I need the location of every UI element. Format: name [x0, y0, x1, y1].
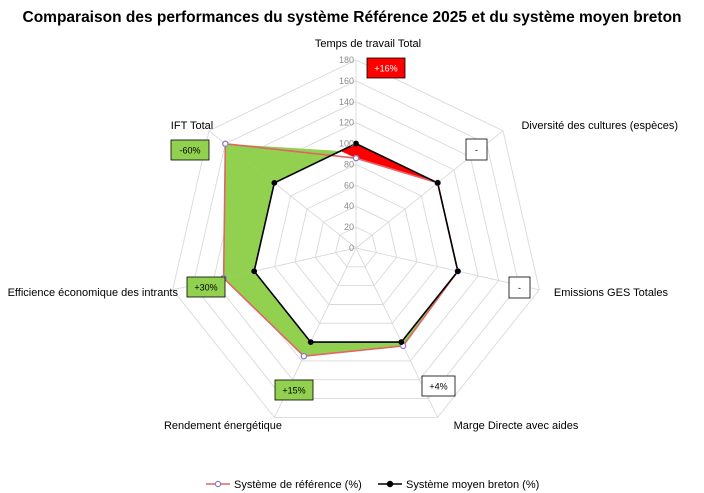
- badge-label: -: [475, 145, 478, 155]
- grid-ring: [294, 184, 418, 305]
- badge-label: +4%: [429, 382, 447, 392]
- tick-label: 100: [339, 139, 354, 149]
- sector-fill: [223, 143, 275, 279]
- sector-fill: [340, 143, 356, 159]
- badge-label: +30%: [194, 283, 217, 293]
- breton-point: [271, 179, 278, 186]
- sector-fill: [223, 271, 311, 357]
- breton-point: [454, 268, 461, 275]
- badge-box: [170, 139, 210, 161]
- breton-point: [307, 339, 314, 346]
- grid-ring: [274, 163, 438, 324]
- axis-label: Temps de travail Total: [315, 38, 421, 50]
- grid-ring: [335, 226, 377, 268]
- tick-label: 160: [339, 76, 354, 86]
- axis-label: Emissions GES Totales: [554, 287, 669, 299]
- axis-label: Diversité des cultures (espèces): [521, 120, 678, 132]
- tick-label: 120: [339, 118, 354, 128]
- axis-label: Rendement énergétique: [164, 420, 282, 432]
- badge-label: +16%: [374, 64, 397, 74]
- axis-label: Marge Directe avec aides: [454, 420, 579, 432]
- tick-label: 0: [349, 243, 354, 253]
- radial-tick-labels: 0 20 40 60 80 100 120 140 160 180: [339, 55, 354, 253]
- legend-label: Système moyen breton (%): [406, 479, 539, 491]
- tick-label: 80: [344, 159, 354, 169]
- series-lines: [220, 140, 462, 360]
- badge-box: [465, 138, 488, 161]
- badge-label: -60%: [179, 146, 200, 156]
- sector-fill: [303, 342, 404, 357]
- axis-label: Efficience économique des intrants: [8, 287, 179, 299]
- badge-box: [421, 375, 456, 397]
- legend: Système de référence (%) Système moyen br…: [206, 479, 539, 491]
- axis-label: IFT Total: [171, 120, 213, 132]
- grid-ring: [192, 80, 520, 400]
- chart-title: Comparaison des performances du système …: [23, 9, 682, 26]
- badge-label: -: [518, 283, 521, 293]
- series-breton-line: [253, 142, 459, 343]
- legend-marker: [386, 480, 394, 488]
- tick-label: 180: [339, 55, 354, 65]
- badge-box: [508, 276, 531, 299]
- axis-labels: Temps de travail Total Diversité des cult…: [8, 38, 678, 432]
- breton-point: [251, 268, 258, 275]
- reference-point: [352, 154, 360, 162]
- badge-box: [186, 276, 226, 298]
- legend-marker: [214, 480, 222, 488]
- difference-badges: +16% - - +4% +15% +30% -60%: [170, 57, 531, 401]
- badge-box: [366, 57, 406, 79]
- tick-label: 20: [344, 222, 354, 232]
- breton-point: [434, 179, 441, 186]
- breton-point: [398, 339, 405, 346]
- reference-point: [300, 352, 308, 360]
- tick-label: 40: [344, 201, 354, 211]
- legend-label: Système de référence (%): [234, 479, 362, 491]
- badge-label: +15%: [282, 386, 305, 396]
- grid-ring: [314, 205, 398, 287]
- tick-label: 60: [344, 180, 354, 190]
- breton-point: [353, 140, 359, 147]
- reference-point: [222, 140, 229, 148]
- badge-box: [274, 379, 314, 401]
- tick-label: 140: [339, 97, 354, 107]
